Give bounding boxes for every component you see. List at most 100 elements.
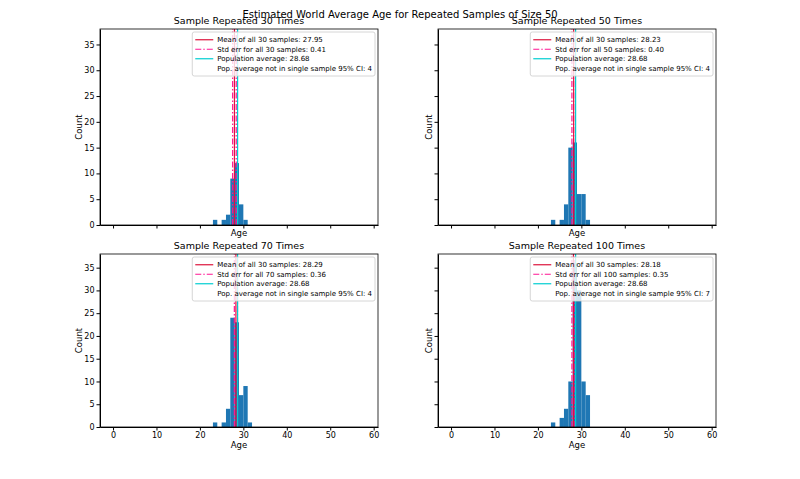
y-tick: 30 bbox=[84, 286, 100, 295]
legend-box bbox=[192, 257, 375, 301]
y-tick: 5 bbox=[89, 400, 100, 409]
legend-handle bbox=[195, 39, 213, 40]
legend-label: Population average: 28.68 bbox=[217, 55, 309, 63]
y-tick-mark bbox=[97, 381, 101, 382]
legend: Mean of all 30 samples: 27.95Std err for… bbox=[192, 32, 375, 76]
plot-frame bbox=[100, 29, 378, 225]
y-tick-mark bbox=[435, 225, 439, 226]
y-tick-mark bbox=[97, 173, 101, 174]
y-tick-mark bbox=[97, 122, 101, 123]
bar bbox=[551, 422, 555, 427]
y-tick: 0 bbox=[89, 221, 100, 230]
bar bbox=[222, 220, 226, 225]
y-tick-mark bbox=[435, 427, 439, 428]
x-axis: 0102030405060 bbox=[101, 427, 380, 440]
bar bbox=[564, 204, 568, 225]
legend-label: Pop. average not in single sample 95% CI… bbox=[555, 65, 710, 73]
x-tick bbox=[287, 225, 288, 229]
x-axis-label: Age bbox=[231, 228, 247, 238]
subplot: Sample Repeated 50 Times Age Count Mean of … bbox=[424, 15, 717, 238]
x-tick-mark bbox=[243, 427, 244, 431]
bar bbox=[213, 422, 217, 427]
x-tick-label: 30 bbox=[577, 431, 587, 440]
y-tick-mark bbox=[97, 404, 101, 405]
y-axis-line bbox=[438, 30, 439, 226]
y-tick bbox=[435, 173, 439, 174]
legend-handle bbox=[195, 58, 213, 59]
subplot-title: Sample Repeated 50 Times bbox=[512, 15, 642, 26]
y-tick-mark bbox=[435, 404, 439, 405]
legend-handle bbox=[195, 264, 213, 265]
y-tick bbox=[435, 290, 439, 291]
y-tick: 30 bbox=[84, 66, 100, 75]
x-tick-mark bbox=[668, 225, 669, 229]
x-tick bbox=[156, 225, 157, 229]
subplot-title: Sample Repeated 70 Times bbox=[174, 240, 304, 251]
y-tick bbox=[435, 148, 439, 149]
x-tick: 0 bbox=[111, 427, 116, 440]
y-tick-label: 20 bbox=[84, 118, 94, 127]
y-tick bbox=[435, 96, 439, 97]
y-tick-mark bbox=[435, 336, 439, 337]
y-axis-label: Count bbox=[424, 114, 434, 140]
x-tick: 20 bbox=[533, 427, 543, 440]
legend-handle bbox=[533, 264, 551, 265]
y-tick-mark bbox=[97, 427, 101, 428]
subplot-title: Sample Repeated 30 Times bbox=[174, 15, 304, 26]
x-tick-mark bbox=[625, 225, 626, 229]
x-tick-label: 60 bbox=[707, 431, 717, 440]
x-tick-label: 10 bbox=[490, 431, 500, 440]
y-tick-mark bbox=[97, 268, 101, 269]
x-tick-mark bbox=[287, 427, 288, 431]
y-tick-mark bbox=[435, 290, 439, 291]
y-tick-mark bbox=[97, 313, 101, 314]
x-tick: 40 bbox=[620, 427, 630, 440]
x-tick-mark bbox=[156, 427, 157, 431]
bar bbox=[243, 386, 247, 427]
y-axis: 05101520253035 bbox=[84, 255, 100, 433]
y-tick-mark bbox=[435, 313, 439, 314]
legend-handle bbox=[533, 49, 551, 50]
x-tick-mark bbox=[494, 225, 495, 229]
legend-box bbox=[530, 32, 713, 76]
x-axis-line bbox=[439, 225, 717, 226]
legend: Mean of all 30 samples: 28.18Std err for… bbox=[530, 257, 713, 301]
x-axis-label: Age bbox=[569, 228, 585, 238]
y-tick-mark bbox=[435, 173, 439, 174]
plot-frame bbox=[438, 29, 716, 225]
y-tick-label: 15 bbox=[84, 144, 94, 153]
x-tick bbox=[668, 225, 669, 229]
y-tick-label: 30 bbox=[84, 66, 94, 75]
y-tick: 5 bbox=[89, 195, 100, 204]
bar bbox=[243, 220, 247, 225]
legend-label: Mean of all 30 samples: 28.23 bbox=[555, 36, 661, 44]
y-tick: 20 bbox=[84, 118, 100, 127]
subplot: 010203040506005101520253035Sample Repeat… bbox=[74, 240, 379, 450]
y-tick-label: 5 bbox=[89, 400, 94, 409]
y-tick-label: 25 bbox=[84, 92, 94, 101]
legend-box bbox=[192, 32, 375, 76]
legend-label: Std err for all 70 samples: 0.36 bbox=[217, 271, 326, 279]
x-tick-label: 60 bbox=[369, 431, 379, 440]
y-tick: 25 bbox=[84, 309, 100, 318]
y-tick-mark bbox=[97, 290, 101, 291]
y-axis-label: Count bbox=[424, 327, 434, 353]
y-tick bbox=[435, 268, 439, 269]
legend-label: Std err for all 100 samples: 0.35 bbox=[555, 271, 668, 279]
x-tick-mark bbox=[538, 225, 539, 229]
legend-handle bbox=[533, 283, 551, 284]
y-tick bbox=[435, 70, 439, 71]
bar bbox=[581, 194, 585, 225]
bar bbox=[586, 220, 590, 225]
y-tick-label: 20 bbox=[84, 332, 94, 341]
x-tick-label: 30 bbox=[239, 431, 249, 440]
y-tick-label: 35 bbox=[84, 264, 94, 273]
y-tick: 20 bbox=[84, 332, 100, 341]
x-tick bbox=[200, 225, 201, 229]
y-axis bbox=[435, 30, 439, 226]
y-tick-mark bbox=[97, 70, 101, 71]
y-tick-mark bbox=[97, 96, 101, 97]
x-tick: 10 bbox=[490, 427, 500, 440]
y-tick bbox=[435, 44, 439, 45]
x-tick bbox=[494, 225, 495, 229]
